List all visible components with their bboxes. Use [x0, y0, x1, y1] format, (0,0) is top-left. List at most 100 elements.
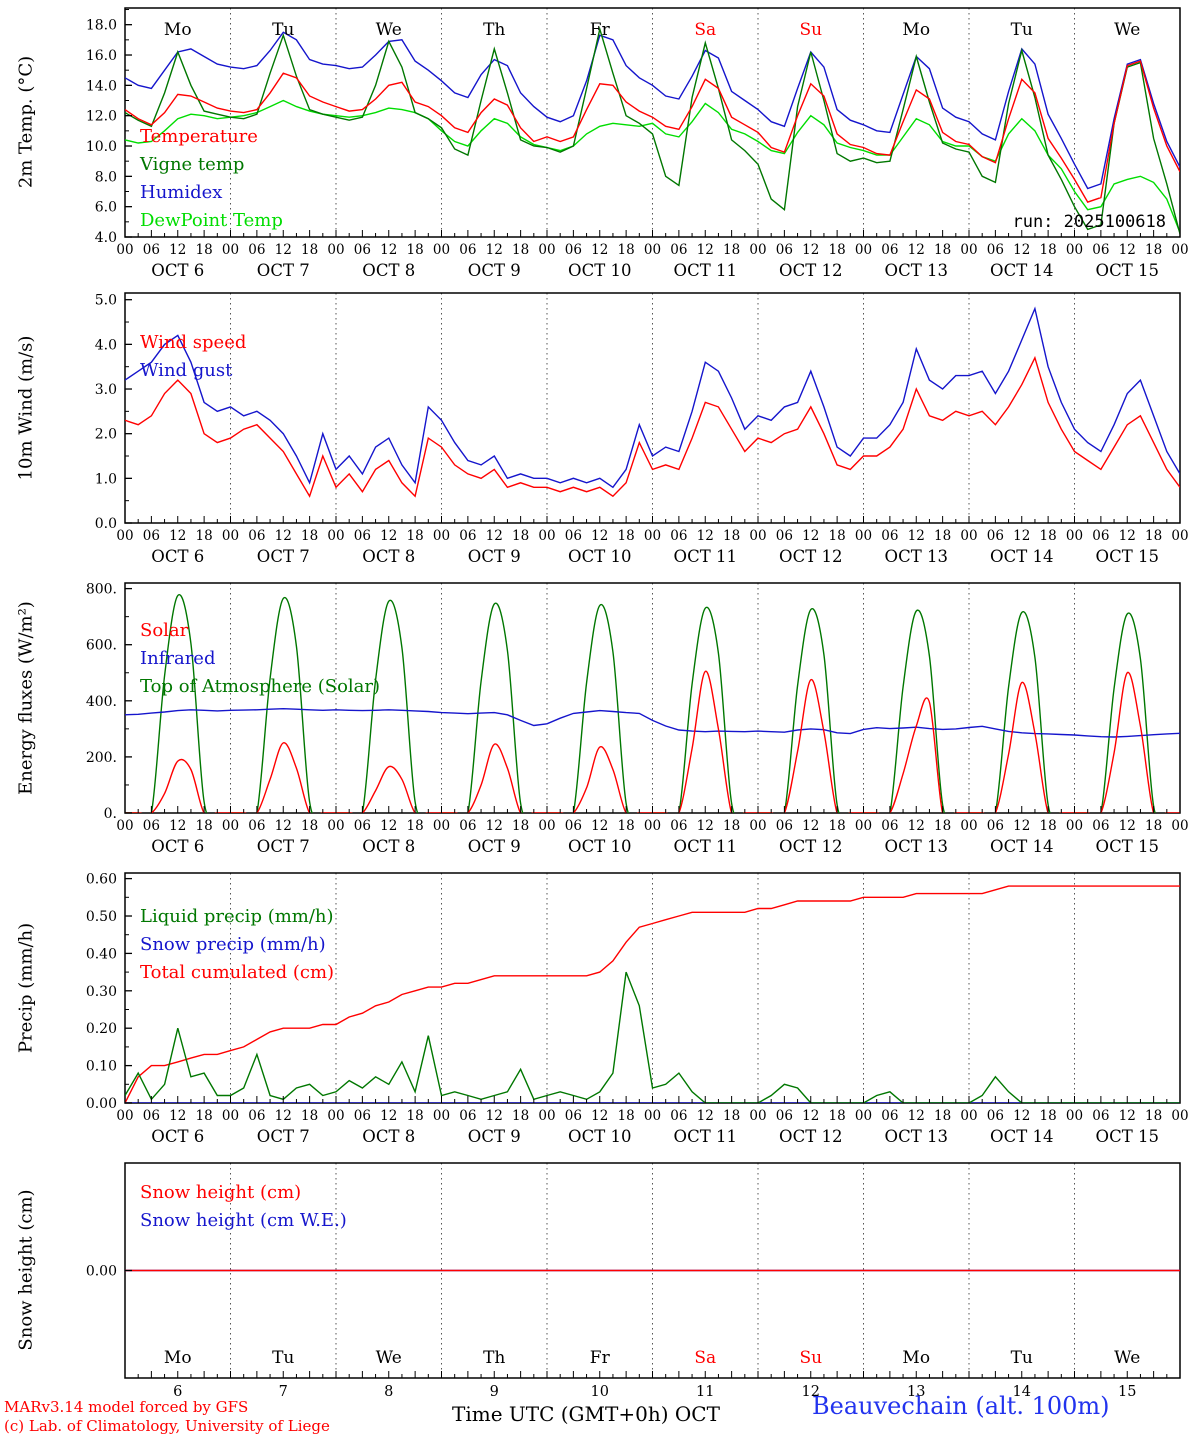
legend-item-solar: Solar	[140, 620, 189, 641]
day-number-label: 7	[279, 1384, 288, 1400]
hour-tick-label: 06	[459, 528, 476, 544]
hour-tick-label: 18	[723, 528, 740, 544]
hour-tick-label: 18	[196, 1108, 213, 1124]
y-tick-label: 600.	[86, 638, 117, 654]
hour-tick-label: 00	[749, 242, 766, 258]
y-tick-label: 10.0	[86, 139, 117, 155]
legend-item-snow-precip: Snow precip (mm/h)	[140, 934, 326, 955]
y-tick-label: 0.60	[86, 872, 117, 888]
hour-tick-label: 06	[459, 242, 476, 258]
y-tick-label: 2.0	[95, 427, 117, 443]
day-label: OCT 11	[674, 1127, 737, 1146]
hour-tick-label: 06	[670, 242, 687, 258]
hour-tick-label: 18	[1040, 528, 1057, 544]
legend-item-snow-height-we: Snow height (cm W.E.)	[140, 1210, 347, 1231]
hour-tick-label: 00	[327, 242, 344, 258]
hour-tick-label: 12	[591, 818, 608, 834]
legend-item-dewpoint-temp: DewPoint Temp	[140, 210, 283, 231]
hour-tick-label: 12	[697, 242, 714, 258]
hour-tick-label: 18	[829, 528, 846, 544]
legend-item-temperature: Temperature	[140, 126, 258, 147]
day-label: OCT 12	[779, 261, 842, 280]
hour-tick-label: 12	[169, 1108, 186, 1124]
legend-item-toa-solar: Top of Atmosphere (Solar)	[140, 676, 381, 697]
day-label: OCT 6	[151, 1127, 204, 1146]
weekday-label: Su	[799, 1348, 822, 1368]
hour-tick-label: 06	[565, 818, 582, 834]
hour-tick-label: 00	[1171, 242, 1188, 258]
legend-item-vigne-temp: Vigne temp	[140, 154, 245, 175]
hour-tick-label: 18	[829, 242, 846, 258]
hour-tick-label: 00	[960, 528, 977, 544]
y-tick-label: 3.0	[95, 382, 117, 398]
hour-tick-label: 18	[196, 528, 213, 544]
hour-tick-label: 12	[908, 818, 925, 834]
weekday-label: We	[376, 1348, 402, 1368]
legend-item-total-cumulated: Total cumulated (cm)	[140, 962, 335, 983]
hour-tick-label: 12	[591, 242, 608, 258]
hour-tick-label: 12	[380, 818, 397, 834]
legend-item-snow-height: Snow height (cm)	[140, 1182, 302, 1203]
hour-tick-label: 00	[116, 1108, 133, 1124]
panel-2: 800.600.400.200.0.00 06 12 18 00 06 12 18 00 06 12…	[86, 582, 1189, 856]
hour-tick-label: 18	[301, 818, 318, 834]
hour-tick-label: 06	[248, 1108, 265, 1124]
series-temperature	[125, 60, 1180, 203]
hour-tick-label: 00	[116, 818, 133, 834]
day-label: OCT 7	[257, 547, 310, 566]
panel-border	[124, 7, 1181, 238]
day-label: OCT 8	[362, 837, 415, 856]
day-label: OCT 8	[362, 1127, 415, 1146]
model-run-label: run: 2025100618	[1012, 212, 1166, 232]
day-label: OCT 12	[779, 547, 842, 566]
hour-tick-label: 06	[143, 242, 160, 258]
hour-tick-label: 12	[1013, 242, 1030, 258]
day-label: OCT 6	[151, 837, 204, 856]
hour-tick-label: 12	[1119, 1108, 1136, 1124]
day-label: OCT 15	[1096, 1127, 1159, 1146]
hour-tick-label: 18	[618, 242, 635, 258]
hour-tick-label: 00	[1066, 818, 1083, 834]
y-tick-label: 0.	[104, 806, 117, 822]
hour-tick-label: 00	[855, 818, 872, 834]
hour-tick-label: 06	[987, 528, 1004, 544]
day-label: OCT 14	[990, 547, 1053, 566]
hour-tick-label: 18	[407, 818, 424, 834]
day-label: OCT 6	[151, 261, 204, 280]
hour-tick-label: 00	[222, 242, 239, 258]
legend-item-humidex: Humidex	[140, 182, 223, 203]
hour-tick-label: 12	[802, 818, 819, 834]
y-tick-label: 0.30	[86, 984, 117, 1000]
weekday-label: We	[1114, 20, 1140, 40]
series-humidex	[125, 31, 1180, 190]
hour-tick-label: 06	[354, 818, 371, 834]
hour-tick-label: 06	[459, 818, 476, 834]
weekday-label: Tu	[1011, 20, 1033, 40]
hour-tick-label: 18	[301, 1108, 318, 1124]
hour-tick-label: 18	[1040, 1108, 1057, 1124]
day-number-label: 10	[591, 1384, 609, 1400]
hour-tick-label: 12	[1013, 528, 1030, 544]
hour-tick-label: 12	[908, 242, 925, 258]
y-tick-label: 1.0	[95, 471, 117, 487]
hour-tick-label: 12	[1119, 242, 1136, 258]
series-top-of-atmosphere-solar-	[125, 593, 1180, 813]
day-label: OCT 12	[779, 837, 842, 856]
hour-tick-label: 18	[1040, 242, 1057, 258]
hour-tick-label: 18	[512, 242, 529, 258]
hour-tick-label: 18	[618, 1108, 635, 1124]
hour-tick-label: 06	[987, 818, 1004, 834]
hour-tick-label: 12	[1013, 818, 1030, 834]
y-tick-label: 4.0	[95, 230, 117, 246]
hour-tick-label: 12	[486, 242, 503, 258]
day-label: OCT 8	[362, 261, 415, 280]
hour-tick-label: 00	[222, 1108, 239, 1124]
legend-item-infrared: Infrared	[140, 648, 216, 669]
y-tick-label: 0.10	[86, 1059, 117, 1075]
panel-1: 5.04.03.02.01.00.000 06 12 18 00 06 12 18 00 06 12…	[95, 292, 1189, 566]
hour-tick-label: 12	[802, 242, 819, 258]
weekday-label: We	[1114, 1348, 1140, 1368]
day-label: OCT 12	[779, 1127, 842, 1146]
